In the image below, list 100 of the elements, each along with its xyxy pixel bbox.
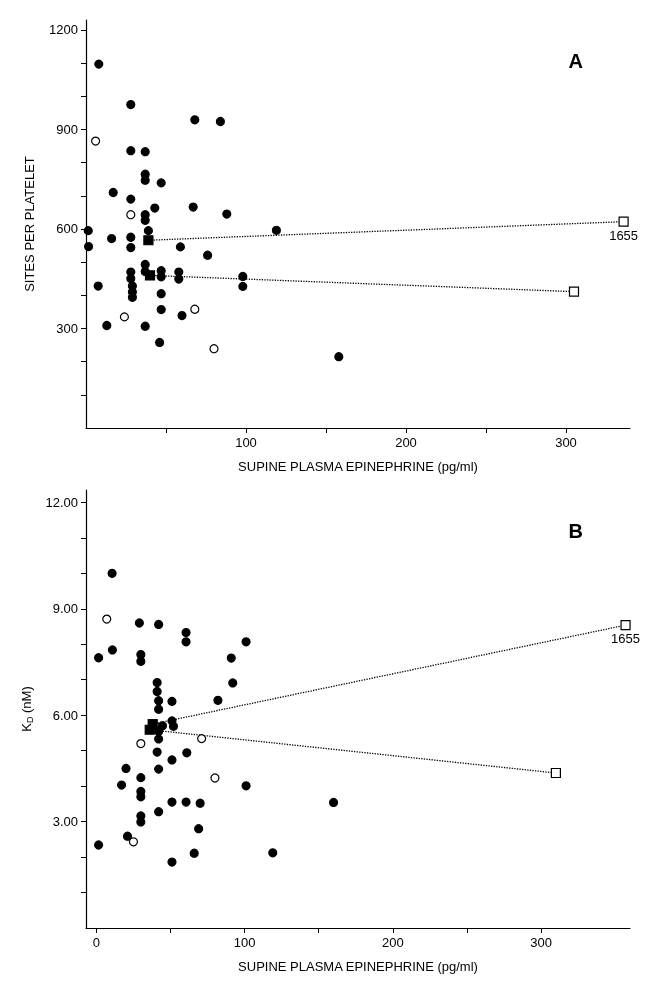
point xyxy=(334,352,344,362)
y-tick-label: 12.00 xyxy=(45,494,78,510)
point xyxy=(222,209,232,219)
point xyxy=(126,194,136,204)
point xyxy=(136,773,146,783)
point xyxy=(102,614,112,624)
point xyxy=(150,203,160,213)
x-tick-label: 100 xyxy=(233,935,256,950)
y-axis-title: KD (nM) xyxy=(18,686,36,732)
point xyxy=(194,824,204,834)
point xyxy=(174,274,184,284)
y-tick-label: 900 xyxy=(56,121,78,137)
point xyxy=(119,312,129,322)
point xyxy=(181,627,191,638)
point xyxy=(241,637,251,647)
point xyxy=(167,755,177,765)
point xyxy=(152,747,162,757)
point xyxy=(568,286,580,297)
point xyxy=(128,837,139,847)
point xyxy=(126,210,136,220)
point xyxy=(209,344,219,354)
point xyxy=(618,216,629,227)
point xyxy=(328,797,339,808)
point xyxy=(238,281,248,291)
y-axis-title: SITES PER PLATELET xyxy=(22,156,37,292)
point xyxy=(126,242,136,253)
y-tick-label: 300 xyxy=(56,320,78,336)
point xyxy=(154,704,164,714)
point xyxy=(136,738,146,749)
point xyxy=(190,115,200,125)
point xyxy=(210,773,220,783)
x-tick-label: 300 xyxy=(530,935,552,950)
point xyxy=(144,270,156,281)
y-tick-label: 9.00 xyxy=(52,601,78,617)
point xyxy=(154,764,164,774)
x-tick-label: 300 xyxy=(555,435,577,450)
text: A xyxy=(568,50,584,72)
point xyxy=(268,848,278,858)
point xyxy=(154,696,164,706)
point xyxy=(122,831,133,841)
point xyxy=(107,568,117,578)
point xyxy=(213,695,223,705)
point xyxy=(154,619,164,630)
point xyxy=(108,187,118,198)
point xyxy=(147,718,158,730)
point xyxy=(116,780,127,790)
x-tick-label: 0 xyxy=(92,935,100,950)
point xyxy=(228,678,238,688)
point xyxy=(154,734,164,744)
point xyxy=(143,226,153,236)
point xyxy=(241,781,251,791)
point xyxy=(83,241,94,252)
point xyxy=(143,235,154,246)
point xyxy=(189,848,199,858)
annotation: 1655 xyxy=(609,227,639,243)
x-tick-label: 200 xyxy=(395,435,417,450)
point xyxy=(126,232,136,242)
text: B xyxy=(568,520,584,542)
point xyxy=(182,748,192,758)
point xyxy=(83,226,93,236)
point xyxy=(94,840,104,850)
point xyxy=(107,645,117,655)
point xyxy=(121,763,131,773)
point xyxy=(550,767,561,779)
point xyxy=(177,310,187,321)
y-tick-label: 6.00 xyxy=(52,707,78,723)
point xyxy=(190,304,200,314)
point xyxy=(167,857,177,867)
y-tick-label: 600 xyxy=(56,221,78,237)
point xyxy=(271,225,281,235)
y-tick-label: 3.00 xyxy=(52,814,78,830)
point xyxy=(107,234,117,244)
point xyxy=(140,147,150,157)
point xyxy=(620,620,631,631)
point xyxy=(181,637,191,647)
point xyxy=(156,178,166,188)
x-tick-label: 200 xyxy=(381,935,404,950)
point xyxy=(188,202,198,212)
point xyxy=(134,618,144,628)
point xyxy=(168,721,179,731)
point xyxy=(195,798,205,808)
point xyxy=(152,677,162,688)
x-tick-label: 100 xyxy=(235,435,257,450)
point xyxy=(226,653,236,663)
point xyxy=(94,653,104,663)
point xyxy=(94,59,104,69)
point xyxy=(155,337,165,348)
point xyxy=(126,146,136,156)
point xyxy=(181,797,191,807)
point xyxy=(126,99,136,110)
point xyxy=(215,116,225,127)
point xyxy=(152,686,162,697)
x-axis-title: SUPINE PLASMA EPINEPHRINE (pg/ml) xyxy=(238,959,478,974)
point xyxy=(175,242,185,252)
point xyxy=(140,321,150,331)
point xyxy=(156,304,166,315)
point xyxy=(197,734,207,744)
point xyxy=(167,696,177,706)
annotation: 1655 xyxy=(611,631,641,647)
point xyxy=(238,271,248,282)
